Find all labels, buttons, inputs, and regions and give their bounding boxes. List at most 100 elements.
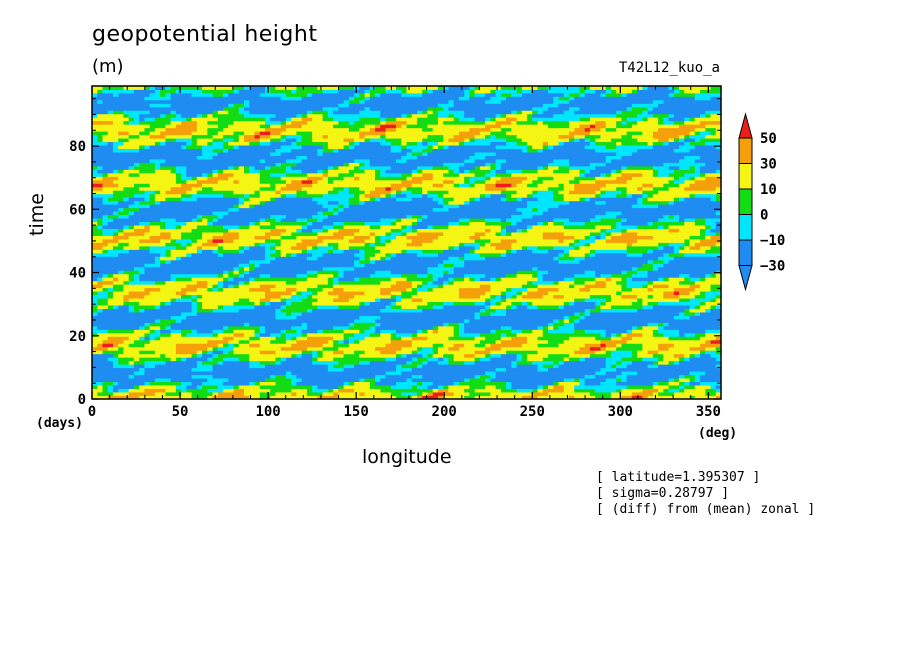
field-cell — [306, 277, 313, 282]
field-cell — [432, 371, 439, 376]
field-cell — [506, 388, 512, 393]
field-cell — [694, 346, 701, 351]
field-cell — [154, 298, 161, 303]
field-cell — [532, 319, 538, 323]
field-cell — [443, 360, 449, 365]
field-cell — [380, 273, 386, 278]
field-cell — [112, 367, 119, 372]
field-cell — [537, 336, 544, 341]
field-cell — [437, 392, 444, 396]
field-cell — [658, 322, 664, 327]
field-cell — [259, 381, 266, 386]
field-cell — [453, 381, 460, 386]
field-cell — [689, 385, 696, 389]
field-cell — [700, 325, 706, 330]
field-cell — [548, 395, 554, 400]
field-cell — [343, 388, 350, 393]
field-cell — [652, 280, 659, 285]
field-cell — [338, 371, 344, 376]
field-cell — [684, 364, 690, 369]
field-cell — [521, 388, 528, 393]
field-cell — [684, 395, 690, 400]
field-cell — [700, 378, 706, 383]
field-cell — [658, 305, 664, 309]
field-cell — [605, 367, 612, 372]
field-cell — [689, 374, 696, 379]
field-cell — [306, 301, 313, 306]
field-cell — [495, 298, 502, 303]
field-cell — [537, 322, 544, 327]
field-cell — [118, 353, 124, 358]
field-cell — [233, 364, 240, 369]
field-cell — [191, 277, 198, 282]
field-cell — [202, 319, 208, 323]
field-cell — [474, 319, 481, 323]
field-cell — [574, 322, 580, 327]
field-cell — [291, 294, 297, 299]
field-cell — [97, 322, 103, 327]
field-cell — [626, 385, 633, 389]
field-cell — [673, 339, 680, 344]
field-cell — [238, 350, 245, 355]
field-cell — [375, 266, 381, 271]
field-cell — [375, 378, 381, 383]
field-cell — [579, 291, 586, 296]
field-cell — [626, 325, 633, 330]
field-cell — [631, 305, 638, 309]
field-cell — [490, 322, 497, 327]
field-cell — [97, 339, 103, 344]
field-cell — [610, 322, 617, 327]
field-cell — [464, 280, 470, 285]
field-cell — [296, 346, 303, 351]
field-cell — [133, 273, 140, 278]
experiment-name: T42L12_kuo_a — [618, 60, 720, 76]
field-cell — [579, 284, 586, 289]
field-cell — [464, 315, 470, 320]
field-cell — [343, 350, 350, 355]
field-cell — [432, 305, 439, 309]
field-cell — [532, 378, 538, 383]
field-cell — [238, 280, 245, 285]
field-cell — [647, 256, 654, 261]
field-cell — [652, 305, 659, 309]
field-cell — [270, 350, 276, 355]
field-cell — [191, 353, 198, 358]
field-cell — [343, 360, 350, 365]
field-cell — [369, 308, 376, 313]
field-cell — [160, 308, 166, 313]
field-cell — [437, 360, 444, 365]
field-cell — [244, 332, 250, 337]
field-cell — [338, 280, 344, 285]
field-cell — [490, 385, 497, 389]
field-cell — [128, 329, 135, 334]
field-cell — [369, 367, 376, 372]
field-cell — [527, 294, 533, 299]
field-cell — [338, 325, 344, 330]
field-cell — [118, 360, 124, 365]
field-cell — [107, 371, 114, 376]
field-cell — [385, 266, 392, 271]
field-cell — [133, 395, 140, 400]
field-cell — [605, 350, 612, 355]
field-cell — [595, 367, 601, 372]
field-cell — [705, 371, 711, 376]
field-cell — [652, 329, 659, 334]
field-cell — [317, 287, 324, 292]
field-cell — [453, 336, 460, 341]
field-cell — [123, 256, 130, 261]
field-cell — [264, 343, 271, 348]
field-cell — [532, 287, 538, 292]
field-cell — [175, 315, 182, 320]
field-cell — [123, 273, 130, 278]
field-cell — [673, 353, 680, 358]
field-cell — [170, 371, 177, 376]
field-cell — [306, 364, 313, 369]
field-cell — [694, 360, 701, 365]
field-cell — [715, 388, 722, 393]
field-cell — [553, 305, 559, 309]
field-cell — [553, 270, 559, 275]
field-cell — [616, 312, 622, 316]
field-cell — [626, 287, 633, 292]
field-cell — [516, 259, 523, 264]
field-cell — [584, 395, 591, 400]
